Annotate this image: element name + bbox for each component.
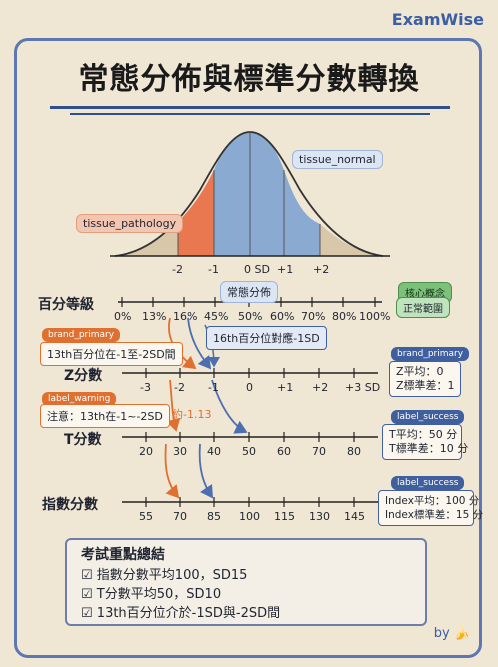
arrow-percentile-to-z-blue xyxy=(187,317,212,370)
t-tick: 70 xyxy=(312,445,326,458)
z-tick-labels: -3 -2 -1 0 +1 +2 +3 SD xyxy=(0,381,498,397)
z-tick: -2 xyxy=(174,381,185,394)
checkbox-icon: ☑ xyxy=(81,587,97,602)
percentile-tick-labels: 0% 13% 16% 45% 50% 60% 70% 80% 100% xyxy=(0,310,498,326)
curve-normal-region xyxy=(214,132,320,256)
byline-text: by xyxy=(433,626,450,641)
t-tick: 30 xyxy=(173,445,187,458)
z-tick: +2 xyxy=(312,381,329,394)
t-row-label: T分數 xyxy=(64,432,102,448)
index-tick: 130 xyxy=(309,510,330,523)
checkbox-icon: ☑ xyxy=(81,606,97,621)
summary-item: ☑ T分數平均50，SD10 xyxy=(81,585,411,604)
checkbox-icon: ☑ xyxy=(81,568,97,583)
percentile-tick: 16% xyxy=(173,310,198,323)
t-info-tag: label_success xyxy=(391,410,465,424)
index-tick-labels: 55 70 85 100 115 130 145 xyxy=(0,510,498,526)
brand-primary-tag: brand_primary xyxy=(42,328,121,342)
index-sd-text: Index標準差：15 分 xyxy=(385,509,484,521)
percentile-tick: 100% xyxy=(359,310,391,323)
curve-tick: +1 xyxy=(277,263,294,276)
t-tick: 60 xyxy=(277,445,291,458)
label-warning-tag: label_warning xyxy=(42,392,117,406)
percentile-tick: 70% xyxy=(301,310,326,323)
index-info-tag: label_success xyxy=(391,476,465,490)
exam-summary-panel: 考試重點總結 ☑ 指數分數平均100，SD15 ☑ T分數平均50，SD10 ☑… xyxy=(65,538,427,626)
percentile-tick: 60% xyxy=(270,310,295,323)
percentile-tick: 0% xyxy=(114,310,132,323)
percentile-13th-note: 13th百分位在-1至-2SD間 xyxy=(40,342,183,366)
index-tick: 145 xyxy=(344,510,365,523)
summary-item-text: 指數分數平均100，SD15 xyxy=(96,568,248,583)
summary-item-text: 13th百分位介於-1SD與-2SD間 xyxy=(96,606,281,621)
index-tick: 70 xyxy=(173,510,187,523)
index-tick: 115 xyxy=(274,510,295,523)
tissue-normal-label: tissue_normal xyxy=(292,150,383,169)
curve-tick: +2 xyxy=(313,263,330,276)
z-tick-marks xyxy=(145,368,355,378)
percentile-16th-note: 16th百分位對應-1SD xyxy=(206,326,327,350)
curve-tick: -2 xyxy=(172,263,183,276)
z-info-box: Z平均：0 Z標準差：1 xyxy=(389,361,461,397)
t-tick: 20 xyxy=(139,445,153,458)
percentile-row-label: 百分等級 xyxy=(38,297,94,313)
index-tick: 100 xyxy=(239,510,260,523)
z-info-tag: brand_primary xyxy=(391,347,470,361)
tissue-pathology-label: tissue_pathology xyxy=(76,214,184,233)
z-tick: +3 SD xyxy=(345,381,381,394)
t-tick-marks xyxy=(145,432,355,442)
byline: by 🍌 xyxy=(434,626,470,641)
t-sd-text: T標準差：10 分 xyxy=(389,442,469,455)
z-sd-text: Z標準差：1 xyxy=(396,379,455,392)
title-underline-secondary xyxy=(70,113,430,115)
curve-left-tail xyxy=(115,222,178,256)
axis-caption-normal-dist: 常態分佈 xyxy=(220,281,278,303)
summary-item-text: T分數平均50，SD10 xyxy=(96,587,222,602)
z-row-label: Z分數 xyxy=(64,368,103,384)
t-tick: 80 xyxy=(347,445,361,458)
t-info-box: T平均：50 分 T標準差：10 分 xyxy=(382,424,469,460)
z-mean-text: Z平均：0 xyxy=(396,365,444,378)
curve-right-tail xyxy=(320,224,383,256)
percentile-tick-marks xyxy=(121,297,376,307)
percentile-tick: 13% xyxy=(142,310,167,323)
arrow-z-to-t-orange xyxy=(166,379,181,432)
warning-note: 注意：13th在-1~-2SD xyxy=(40,404,170,428)
percentile-tick: 45% xyxy=(204,310,229,323)
title-area: 常態分佈與標準分數轉換 xyxy=(34,54,464,98)
index-tick-marks xyxy=(145,497,355,507)
t-tick-labels: 20 30 40 50 60 70 80 xyxy=(0,445,498,461)
index-mean-text: Index平均：100 分 xyxy=(385,495,480,507)
title-underline xyxy=(50,106,450,109)
index-tick: 85 xyxy=(207,510,221,523)
summary-item: ☑ 指數分數平均100，SD15 xyxy=(81,566,411,585)
brand-logo: ExamWise xyxy=(391,10,484,29)
page-title: 常態分佈與標準分數轉換 xyxy=(78,62,420,97)
percentile-tick: 50% xyxy=(238,310,263,323)
index-row-label: 指數分數 xyxy=(42,497,98,513)
curve-tick: -1 xyxy=(208,263,219,276)
curve-tick: 0 SD xyxy=(244,263,270,276)
index-tick: 55 xyxy=(139,510,153,523)
normal-range-badge: 正常範圍 xyxy=(396,297,450,318)
summary-item: ☑ 13th百分位介於-1SD與-2SD間 xyxy=(81,604,411,623)
percentile-tick: 80% xyxy=(332,310,357,323)
t-tick: 40 xyxy=(207,445,221,458)
t-tick: 50 xyxy=(242,445,256,458)
curve-tick-labels: -2 -1 0 SD +1 +2 xyxy=(0,263,498,279)
arrow-z-to-t-blue xyxy=(211,379,248,434)
arrow-t-to-index-blue xyxy=(198,443,213,499)
z-tick: -1 xyxy=(208,381,219,394)
t-mean-text: T平均：50 分 xyxy=(389,428,458,441)
curve-pathology-region xyxy=(178,170,214,256)
summary-heading: 考試重點總結 xyxy=(81,547,165,563)
z-tick: 0 xyxy=(246,381,253,394)
approx-value-label: 約-1.13 xyxy=(172,408,212,421)
poster-frame xyxy=(14,38,482,658)
arrow-t-to-index-orange xyxy=(164,443,180,499)
z-tick: -3 xyxy=(140,381,151,394)
index-info-box: Index平均：100 分 Index標準差：15 分 xyxy=(378,490,484,526)
banana-icon: 🍌 xyxy=(453,626,470,641)
z-tick: +1 xyxy=(277,381,294,394)
